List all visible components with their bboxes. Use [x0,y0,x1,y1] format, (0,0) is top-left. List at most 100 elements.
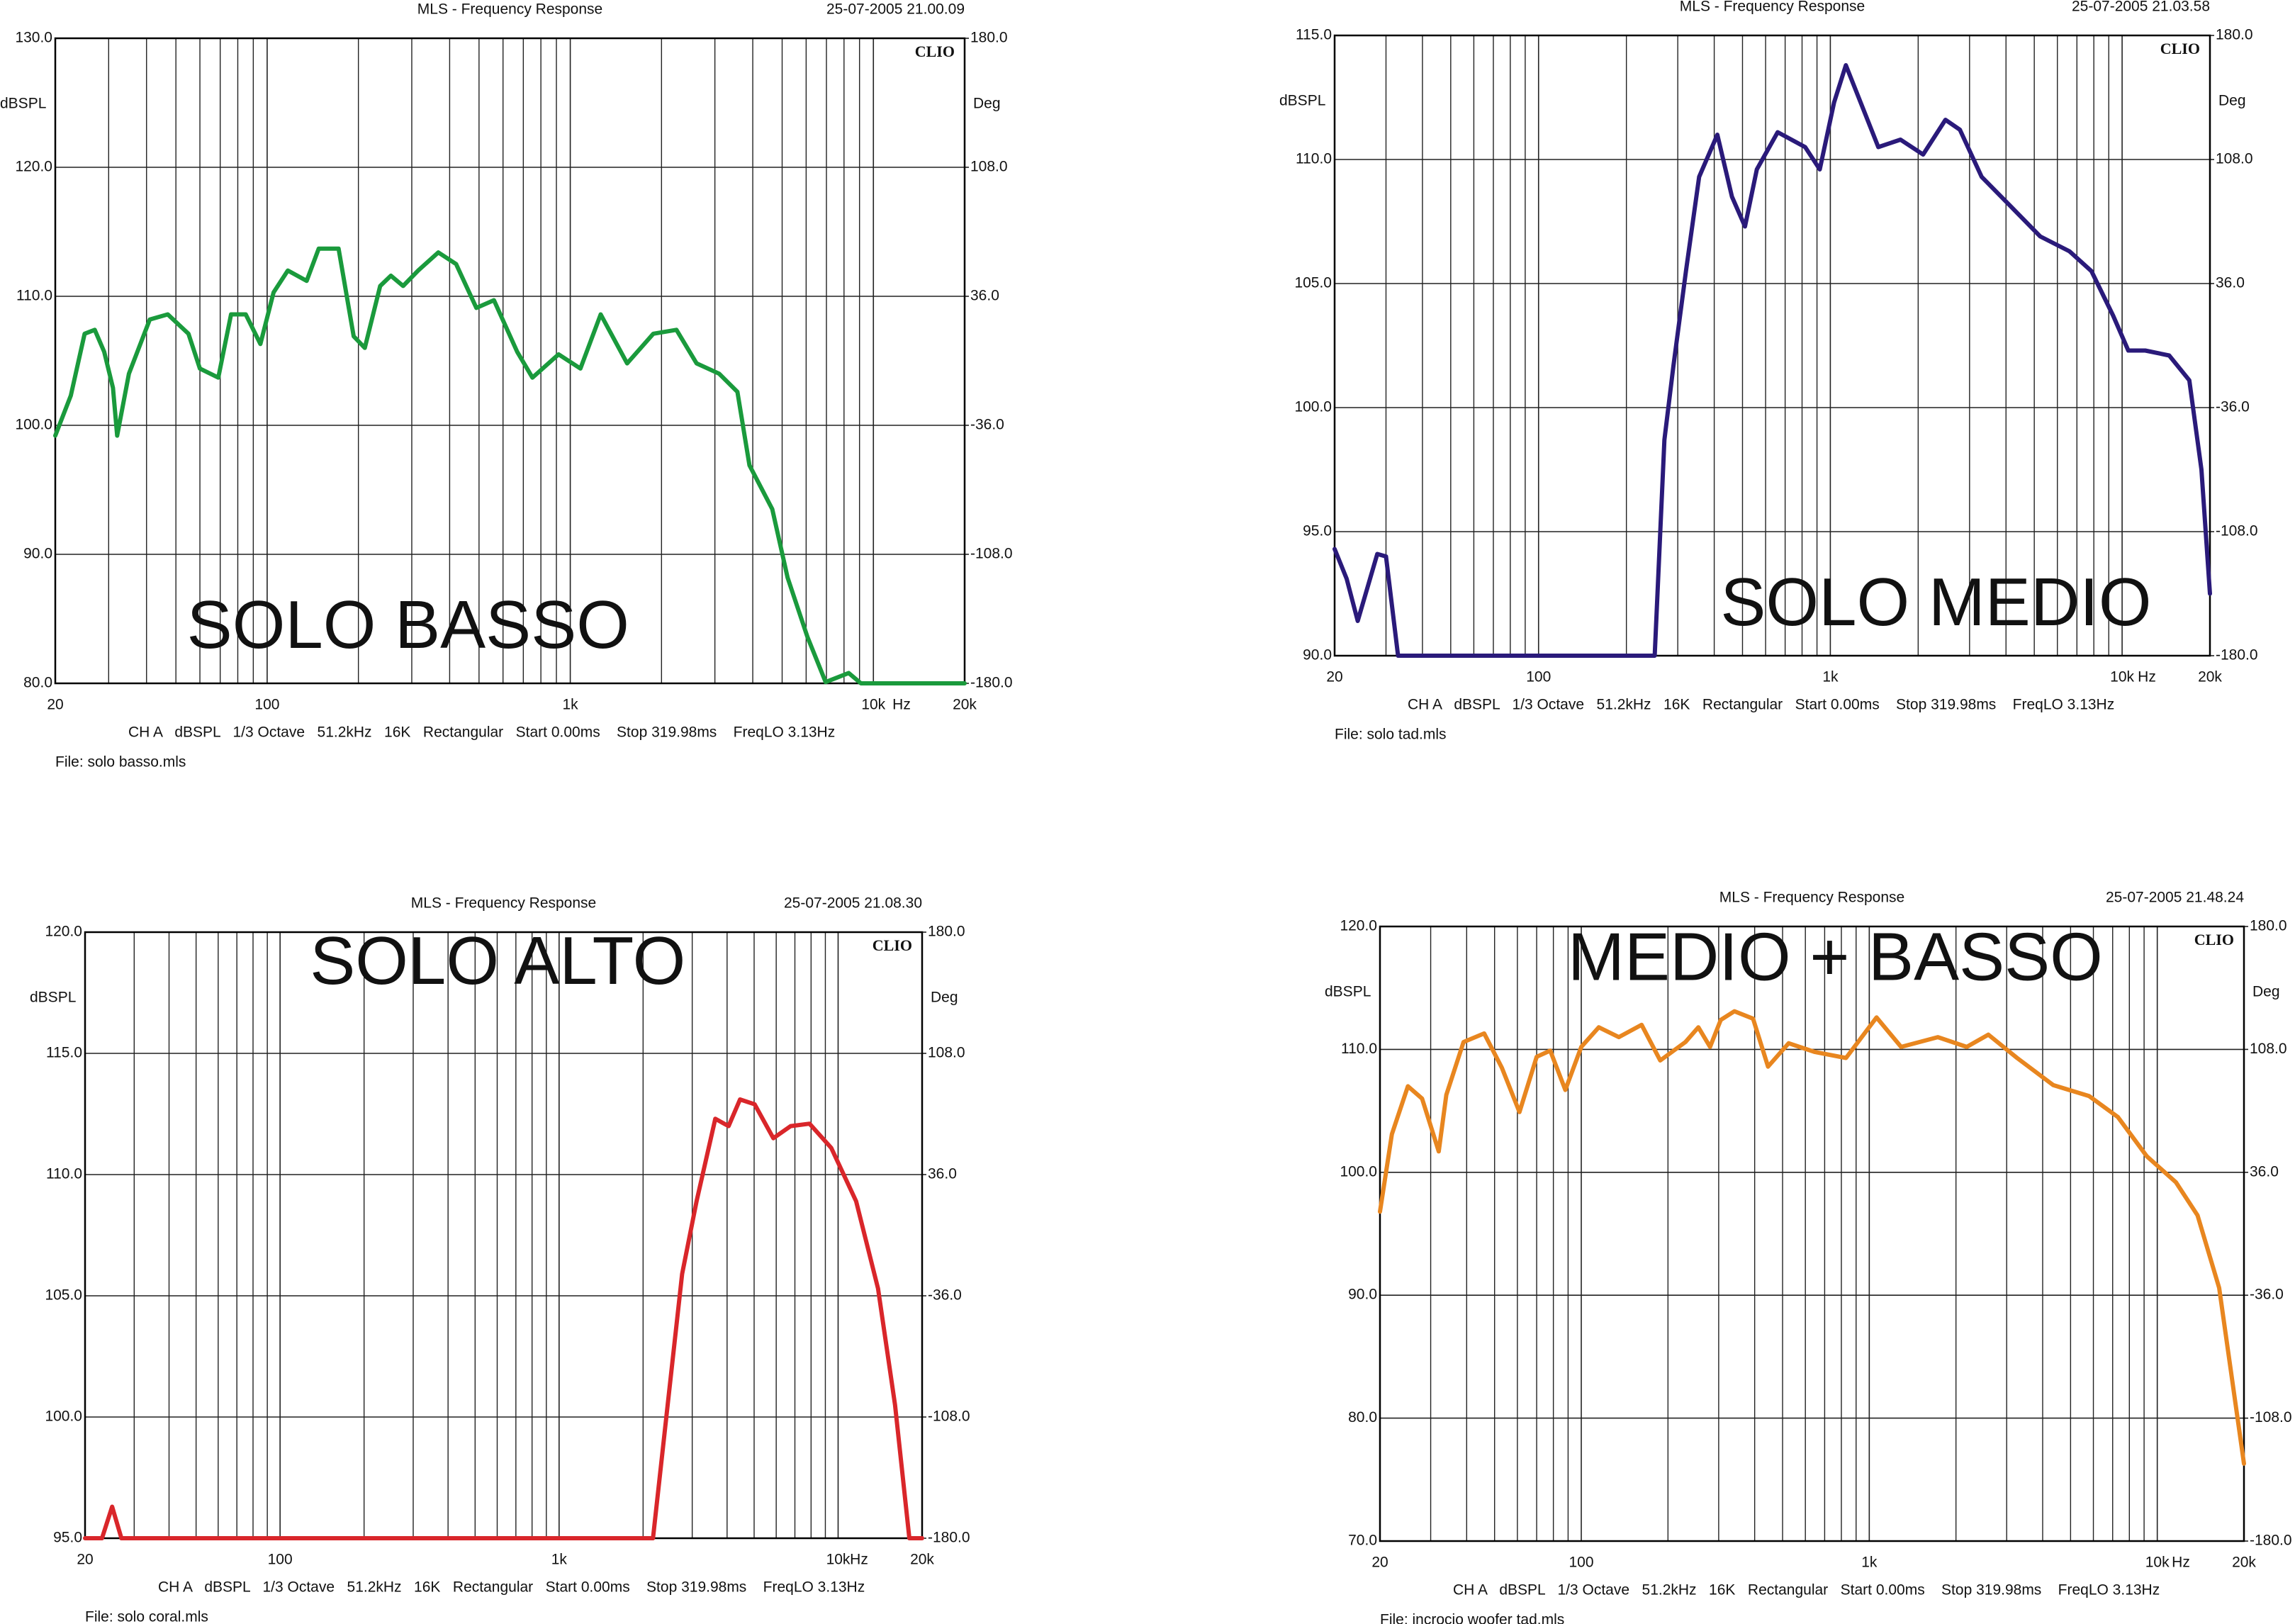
x-tick-label: 20k [2232,1555,2256,1571]
y-tick-label: 120.0 [45,924,82,940]
series-line [1378,1009,2246,1466]
x-tick-label: 100 [268,1552,293,1568]
y-tick-label: 80.0 [23,675,52,691]
y-tick-label: 100.0 [1340,1163,1377,1180]
footer: CH A dBSPL 1/3 Octave 51.2kHz 16K Rectan… [1408,697,2114,713]
chart-title: MLS - Frequency Response [1719,890,1904,906]
annotation: MEDIO + BASSO [1568,919,2103,995]
y2-tick-label: -36.0 [970,417,1004,433]
series-line [53,246,967,685]
timestamp: 25-07-2005 21.03.58 [2072,0,2210,15]
plot-area [1380,926,2244,1541]
y2-tick-label: 180.0 [2250,918,2287,934]
y-tick-label: 115.0 [46,1045,82,1061]
y-tick-label: 80.0 [1348,1409,1377,1426]
brand: CLIO [872,936,912,954]
y2-tick-label: -108.0 [2250,1409,2292,1426]
y-axis-label: dBSPL [30,990,76,1006]
timestamp: 25-07-2005 21.00.09 [826,1,965,18]
x-tick-label: 100 [254,697,279,713]
x-tick-label: 20 [1326,669,1342,685]
x-tick-label: 100 [1526,669,1551,685]
y2-tick-label: -36.0 [2250,1287,2284,1303]
x-unit-label: Hz [2138,669,2156,685]
y2-tick-label: -180.0 [928,1530,970,1546]
y-tick-label: 110.0 [16,288,52,304]
y-tick-label: 90.0 [23,546,52,562]
y2-tick-label: 36.0 [2250,1163,2279,1180]
chart-title: MLS - Frequency Response [1680,0,1865,15]
x-tick-label: 1k [1861,1555,1878,1571]
y2-tick-label: 36.0 [970,288,999,304]
y2-tick-label: -108.0 [928,1409,970,1425]
annotation: SOLO ALTO [310,923,685,999]
y2-tick-label: 108.0 [970,159,1008,175]
y2-tick-label: 180.0 [970,30,1008,46]
file-name: File: incrocio woofer tad.mls [1380,1612,1564,1624]
y2-tick-label: -180.0 [2250,1533,2292,1549]
series-line [83,1097,924,1540]
file-name: File: solo tad.mls [1335,727,1447,743]
plot-area [1335,35,2210,656]
timestamp: 25-07-2005 21.48.24 [2106,890,2244,906]
y-tick-label: 105.0 [45,1287,82,1304]
x-tick-label: 20 [47,697,63,713]
y2-tick-label: -180.0 [970,675,1013,691]
x-tick-label: 20 [77,1552,93,1568]
y2-tick-label: 108.0 [2250,1041,2287,1057]
y2-tick-label: -36.0 [928,1287,962,1304]
y-axis-label: dBSPL [1279,93,1325,109]
y-tick-label: 70.0 [1348,1533,1377,1549]
x-tick-label: 10k [826,1552,851,1568]
y-tick-label: 110.0 [1296,151,1332,167]
timestamp: 25-07-2005 21.08.30 [784,895,922,912]
plot-frame [54,37,966,685]
footer: CH A dBSPL 1/3 Octave 51.2kHz 16K Rectan… [128,724,835,741]
y-tick-label: 120.0 [1340,918,1377,934]
plot-area [85,932,922,1538]
y-tick-label: 120.0 [15,159,52,175]
brand: CLIO [915,43,955,60]
annotation: SOLO MEDIO [1720,564,2151,640]
x-tick-label: 1k [551,1552,568,1568]
y-tick-label: 110.0 [1341,1041,1377,1057]
x-tick-label: 20k [2198,669,2222,685]
y-tick-label: 95.0 [53,1530,82,1546]
footer: CH A dBSPL 1/3 Octave 51.2kHz 16K Rectan… [1453,1582,2160,1598]
y-tick-label: 100.0 [45,1409,82,1425]
y-axis-label: dBSPL [0,96,46,112]
y2-tick-label: 36.0 [928,1166,957,1182]
y-tick-label: 100.0 [1294,399,1332,415]
y-tick-label: 130.0 [15,30,52,46]
x-tick-label: 20k [953,697,977,713]
plot-area [55,38,965,683]
y2-tick-label: 180.0 [2216,27,2253,43]
y-tick-label: 95.0 [1303,523,1332,539]
y-tick-label: 100.0 [15,417,52,433]
x-tick-label: 10k [861,697,885,713]
x-tick-label: 20 [1371,1555,1388,1571]
y2-tick-label: -36.0 [2216,399,2250,415]
plot-frame [1333,34,2211,657]
y2-axis-label: Deg [931,990,958,1006]
y2-axis-label: Deg [973,96,1001,112]
y-tick-label: 90.0 [1348,1287,1377,1303]
y2-tick-label: 180.0 [928,924,965,940]
file-name: File: solo basso.mls [55,754,186,771]
y2-tick-label: -108.0 [2216,523,2258,539]
y-axis-label: dBSPL [1325,984,1371,1000]
file-name: File: solo coral.mls [85,1609,208,1624]
y2-tick-label: 108.0 [928,1045,965,1061]
x-tick-label: 100 [1569,1555,1593,1571]
y-tick-label: 110.0 [46,1166,82,1182]
y2-axis-label: Deg [2218,93,2246,109]
x-unit-label: Hz [892,697,911,713]
x-unit-label: Hz [2172,1555,2190,1571]
y2-tick-label: 36.0 [2216,275,2245,291]
x-tick-label: 1k [1822,669,1839,685]
x-unit-label: Hz [850,1552,868,1568]
x-tick-label: 10k [2110,669,2134,685]
y-tick-label: 90.0 [1303,647,1332,663]
y-tick-label: 115.0 [1296,27,1332,43]
